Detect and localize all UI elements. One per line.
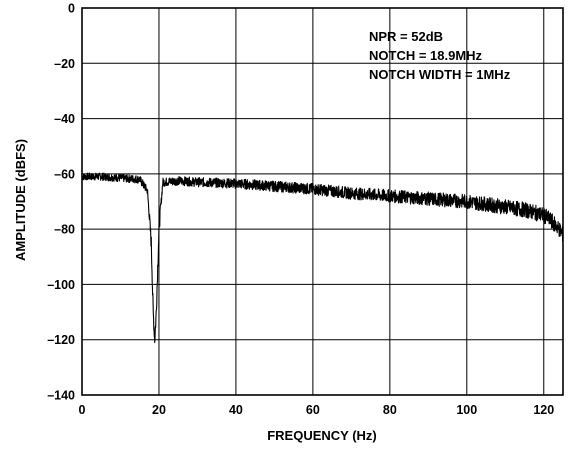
y-axis-ticks: 0 –20 –40 –60 –80 –100 –120 –140 (47, 2, 75, 403)
annotation-notch: NOTCH = 18.9MHz (369, 48, 483, 63)
y-tick-label: –40 (54, 112, 75, 126)
y-tick-label: –120 (47, 333, 75, 347)
annotation-npr: NPR = 52dB (369, 29, 443, 44)
annotation-notch-width: NOTCH WIDTH = 1MHz (369, 67, 511, 82)
x-tick-label: 60 (306, 403, 320, 417)
series-trace (81, 172, 564, 344)
x-tick-label: 40 (229, 403, 243, 417)
y-tick-label: –20 (54, 57, 75, 71)
x-tick-label: 20 (152, 403, 166, 417)
y-tick-label: –100 (47, 278, 75, 292)
y-tick-label: –60 (54, 167, 75, 181)
y-axis-title: AMPLITUDE (dBFS) (13, 139, 28, 261)
x-axis-title: FREQUENCY (Hz) (267, 428, 377, 443)
x-tick-label: 100 (456, 403, 477, 417)
x-tick-label: 120 (533, 403, 554, 417)
x-tick-label: 0 (79, 403, 86, 417)
y-tick-label: 0 (68, 2, 75, 16)
x-axis-ticks: 0 20 40 60 80 100 120 (79, 403, 555, 417)
x-tick-label: 80 (383, 403, 397, 417)
y-tick-label: –140 (47, 389, 75, 403)
plot-frame (81, 7, 564, 396)
series-line (81, 172, 564, 344)
y-tick-label: –80 (54, 223, 75, 237)
